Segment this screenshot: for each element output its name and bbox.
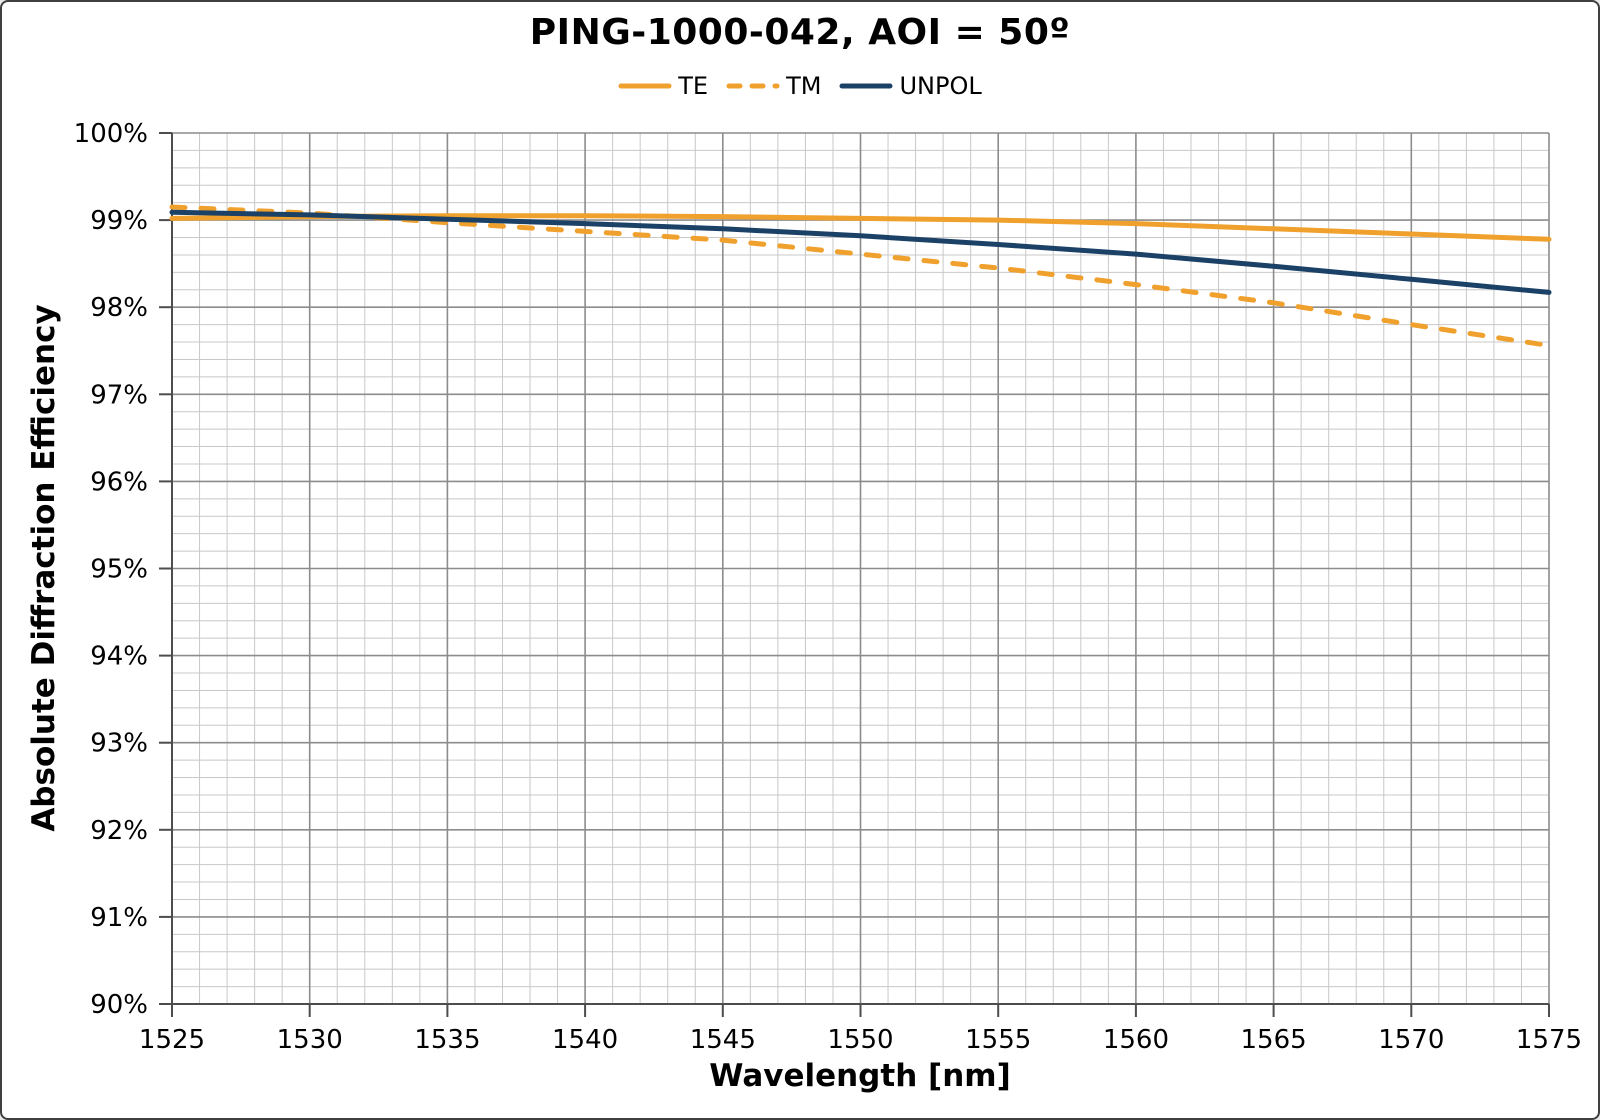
tm-dashed-line-swatch-icon (726, 83, 780, 89)
series-lines (169, 204, 1552, 348)
y-tick-label: 98% (90, 293, 148, 323)
legend-label-unpol: UNPOL (899, 72, 982, 100)
major-gridlines (171, 132, 1550, 1005)
legend-item-tm: TM (726, 72, 821, 100)
axes (159, 132, 1550, 1017)
x-tick-label: 1550 (827, 1025, 893, 1055)
te-line-swatch-icon (618, 83, 672, 89)
x-tick-label: 1545 (690, 1025, 756, 1055)
y-tick-label: 91% (90, 903, 148, 933)
x-tick-label: 1530 (277, 1025, 343, 1055)
y-tick-label: 97% (90, 380, 148, 410)
x-tick-label: 1565 (1241, 1025, 1307, 1055)
x-tick-label: 1535 (414, 1025, 480, 1055)
x-tick-label: 1555 (965, 1025, 1031, 1055)
x-tick-label: 1575 (1516, 1025, 1582, 1055)
x-tick-label: 1560 (1103, 1025, 1169, 1055)
x-tick-label: 1540 (552, 1025, 618, 1055)
y-axis-title: Absolute Diffraction Efficiency (26, 304, 62, 832)
y-tick-label: 99% (90, 206, 148, 236)
legend: TE TM UNPOL (2, 72, 1598, 100)
y-tick-labels: 100% 99% 98% 97% 96% 95% 94% 93% 92% 91% 90% (74, 119, 148, 1020)
y-tick-label: 96% (90, 467, 148, 497)
x-tick-labels: 1525 1530 1535 1540 1545 1550 1555 1560 1565 1570… (139, 1025, 1582, 1055)
unpol-line-swatch-icon (839, 83, 893, 89)
y-tick-label: 92% (90, 816, 148, 846)
y-tick-label: 93% (90, 729, 148, 759)
legend-item-te: TE (618, 72, 708, 100)
legend-item-unpol: UNPOL (839, 72, 982, 100)
legend-label-tm: TM (786, 72, 822, 100)
y-tick-label: 95% (90, 555, 148, 585)
legend-label-te: TE (678, 72, 709, 100)
chart-title: PING-1000-042, AOI = 50º (529, 12, 1071, 53)
y-tick-label: 100% (74, 119, 148, 149)
series-line-unpol (169, 209, 1552, 295)
x-tick-label: 1525 (139, 1025, 205, 1055)
x-tick-label: 1570 (1378, 1025, 1444, 1055)
y-tick-label: 90% (90, 990, 148, 1020)
x-axis-title: Wavelength [nm] (709, 1058, 1011, 1094)
y-tick-label: 94% (90, 642, 148, 672)
